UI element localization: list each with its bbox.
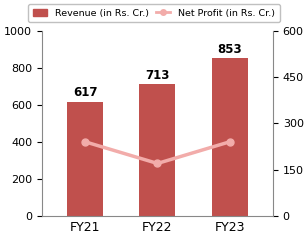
Text: 853: 853 <box>217 43 242 56</box>
Legend: Revenue (in Rs. Cr.), Net Profit (in Rs. Cr.): Revenue (in Rs. Cr.), Net Profit (in Rs.… <box>28 4 280 22</box>
Bar <box>140 84 176 216</box>
Text: 617: 617 <box>73 86 97 99</box>
Bar <box>212 58 248 216</box>
Text: 713: 713 <box>145 69 170 82</box>
Bar <box>67 102 103 216</box>
